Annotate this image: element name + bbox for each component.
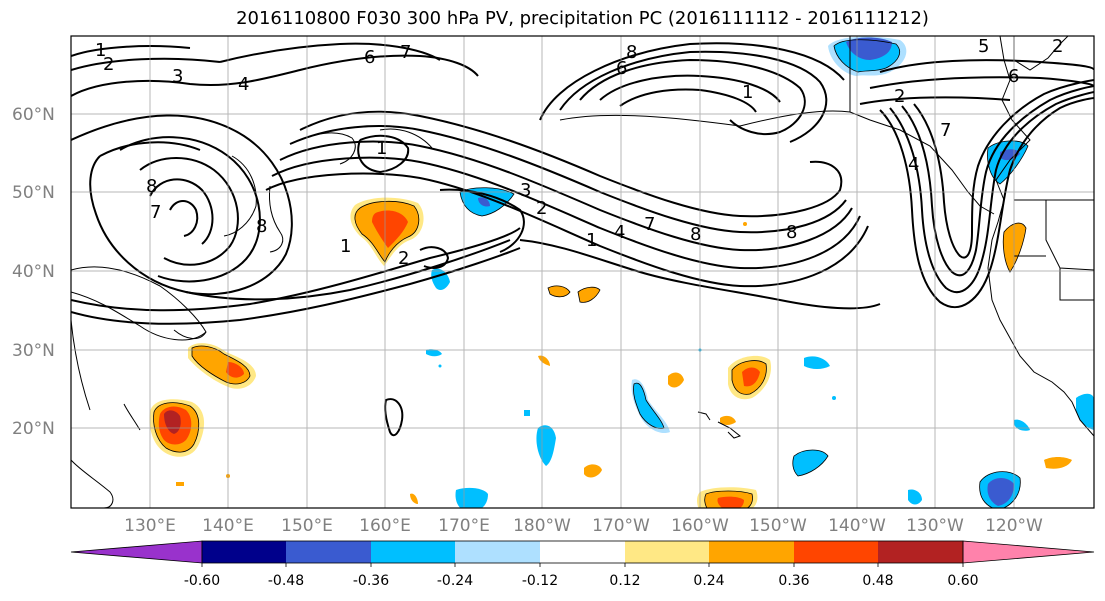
contour-label: 3	[520, 180, 531, 201]
map-title: 2016110800 F030 300 hPa PV, precipitatio…	[236, 8, 929, 29]
contour-labels: 1 2 3 4 6 7 8 5 6 2 1 8 7 2 3 1 4 7 8 8 …	[95, 36, 1063, 269]
contour-label: 8	[256, 216, 267, 237]
colorbar-tick-label: 0.48	[862, 573, 893, 589]
lat-label: 60°N	[12, 105, 55, 125]
colorbar-tick-label: 0.36	[778, 573, 809, 589]
colorbar-frame	[201, 540, 964, 564]
contour-label: 6	[616, 58, 627, 79]
contour-label: 8	[626, 42, 637, 63]
lon-label: 170°W	[592, 516, 650, 536]
contour-label: 1	[742, 82, 753, 103]
contour-label: 8	[786, 222, 797, 243]
lon-label: 120°W	[985, 516, 1043, 536]
colorbar-extend-high	[962, 540, 1095, 564]
contour-label: 2	[894, 86, 905, 107]
map-plot-area: 1 2 3 4 6 7 8 5 6 2 1 8 7 2 3 1 4 7 8 8 …	[71, 36, 1094, 508]
contour-label: 1	[586, 230, 597, 251]
colorbar-segment	[202, 541, 286, 563]
lat-label: 40°N	[12, 262, 55, 282]
colorbar-tick-label: -0.12	[522, 573, 558, 589]
contour-label: 4	[238, 74, 249, 95]
contour-label: 3	[172, 66, 183, 87]
lon-label: 140°E	[202, 516, 254, 536]
lat-label: 30°N	[12, 341, 55, 361]
contour-label: 2	[1052, 36, 1063, 57]
colorbar-segment	[540, 541, 625, 563]
lon-label: 160°E	[359, 516, 411, 536]
contour-label: 5	[978, 36, 989, 57]
colorbar-tick-label: -0.24	[437, 573, 473, 589]
longitude-labels: 130°E 140°E 150°E 160°E 170°E 180°W 170°…	[124, 516, 1043, 536]
contour-label: 7	[400, 42, 411, 63]
lat-label: 50°N	[12, 183, 55, 203]
map-frame	[70, 35, 1095, 509]
latitude-labels: 60°N 50°N 40°N 30°N 20°N	[12, 105, 55, 439]
colorbar-segment	[455, 541, 540, 563]
contour-label: 1	[376, 138, 387, 159]
contour-label: 7	[150, 202, 161, 223]
colorbar-segment	[286, 541, 371, 563]
pv-contours	[71, 42, 1094, 437]
contour-label: 2	[398, 248, 409, 269]
precip-outlines	[153, 39, 1029, 508]
lon-label: 150°E	[281, 516, 333, 536]
contour-label: 6	[1008, 66, 1019, 87]
contour-label: 2	[536, 198, 547, 219]
graticule	[71, 36, 1094, 508]
contour-label: 8	[690, 224, 701, 245]
contour-label: 1	[340, 236, 351, 257]
colorbar-tick-label: 0.12	[609, 573, 640, 589]
lon-label: 140°W	[828, 516, 886, 536]
colorbar-segment	[625, 541, 709, 563]
colorbar-tick-label: 0.24	[693, 573, 724, 589]
colorbar-segment	[878, 541, 963, 563]
lon-label: 180°W	[513, 516, 571, 536]
colorbar-tick-labels: -0.60 -0.48 -0.36 -0.24 -0.12 0.12 0.24 …	[184, 573, 979, 589]
colorbar-extend-low	[70, 540, 203, 564]
map-background	[71, 36, 1094, 508]
colorbar-tick-label: -0.60	[184, 573, 220, 589]
contour-label: 7	[644, 214, 655, 235]
lon-label: 130°E	[124, 516, 176, 536]
contour-label: 1	[95, 40, 106, 61]
colorbar-tick-label: -0.48	[268, 573, 304, 589]
contour-label: 6	[364, 47, 375, 68]
colorbar-tick-label: 0.60	[947, 573, 978, 589]
colorbar-segment	[371, 541, 455, 563]
contour-label: 8	[146, 176, 157, 197]
contour-label: 7	[940, 120, 951, 141]
lon-label: 160°W	[671, 516, 729, 536]
contour-label: 4	[908, 154, 919, 175]
lat-label: 20°N	[12, 419, 55, 439]
colorbar-tick-label: -0.36	[353, 573, 389, 589]
colorbar-segment	[709, 541, 794, 563]
lon-label: 130°W	[906, 516, 964, 536]
contour-label: 4	[614, 222, 625, 243]
lon-label: 170°E	[438, 516, 490, 536]
lon-label: 150°W	[749, 516, 807, 536]
contour-label: 2	[103, 54, 114, 75]
colorbar-segment	[794, 541, 878, 563]
colorbar	[70, 540, 1095, 567]
